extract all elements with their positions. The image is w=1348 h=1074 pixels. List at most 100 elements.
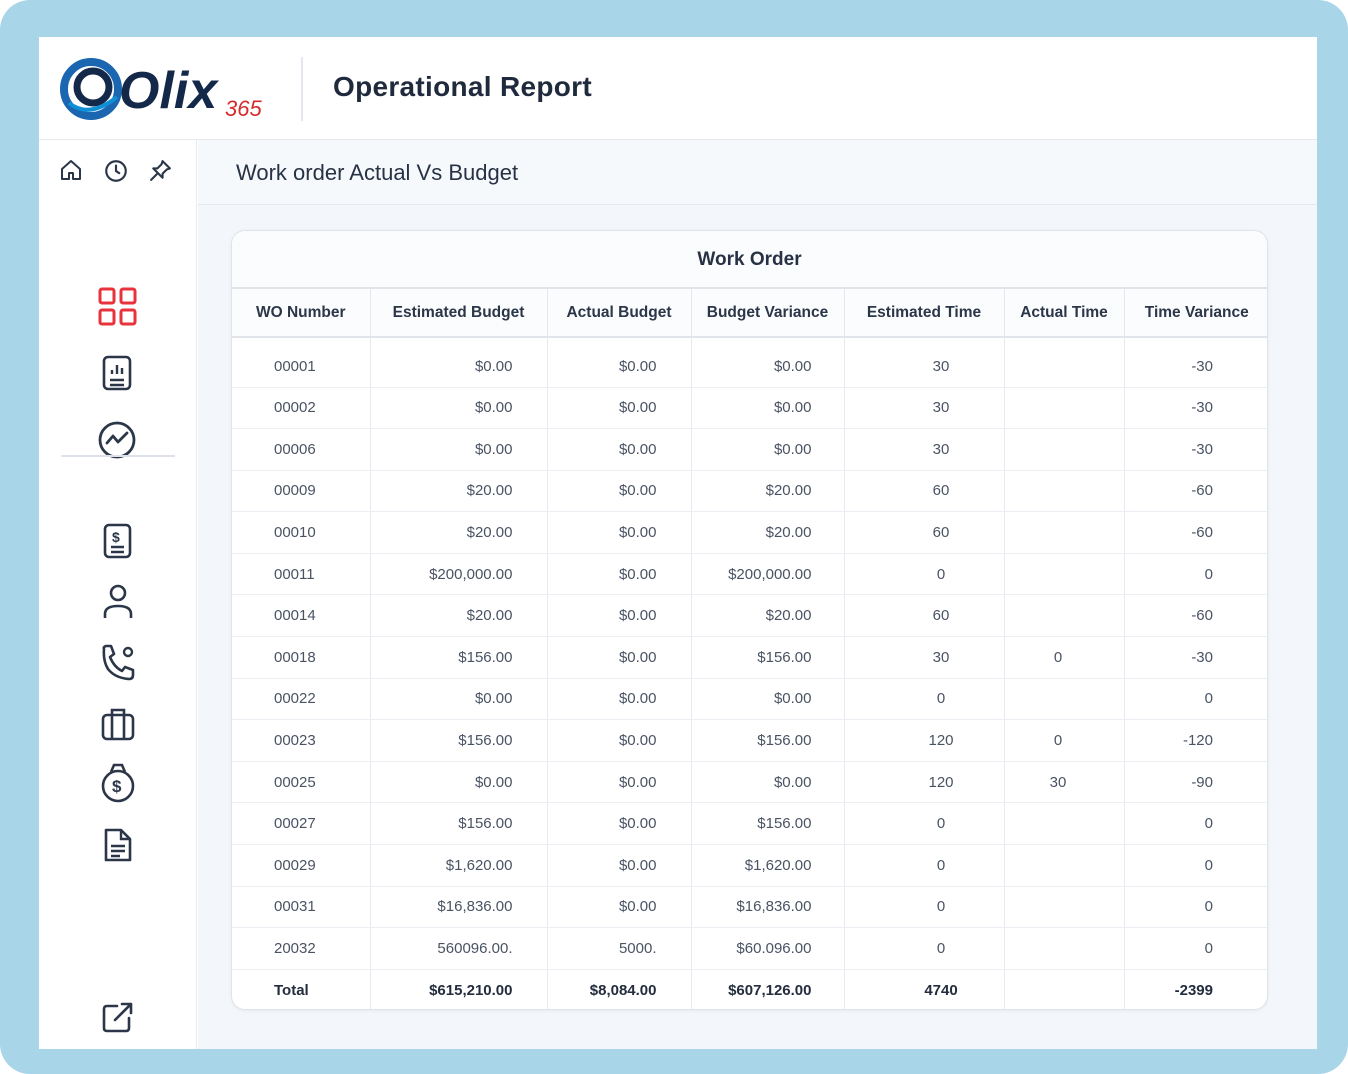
cell-actual-time	[1004, 802, 1125, 846]
money-icon[interactable]: $	[98, 762, 138, 804]
column-header-budget-variance[interactable]: Budget Variance	[691, 289, 845, 338]
table-row[interactable]: 00014 $20.00 $0.00 $20.00 60 -60	[232, 594, 1267, 638]
cell-budget-variance: $20.00	[691, 594, 845, 638]
cell-budget-variance: $0.00	[691, 337, 845, 388]
cell-wo-number: 00018	[232, 636, 371, 679]
cell-actual-time	[1004, 678, 1125, 721]
table-row[interactable]: 00022 $0.00 $0.00 $0.00 0 0	[232, 678, 1267, 721]
cell-estimated-time: 30	[844, 387, 1005, 430]
cell-estimated-time: 60	[844, 511, 1005, 554]
home-icon[interactable]	[59, 158, 83, 182]
table-row[interactable]: 00010 $20.00 $0.00 $20.00 60 -60	[232, 511, 1267, 554]
user-icon[interactable]	[101, 583, 135, 621]
cell-actual-time: 0	[1004, 719, 1125, 762]
dashboard-icon[interactable]	[98, 287, 138, 327]
column-header-wo-number[interactable]: WO Number	[232, 289, 371, 338]
cell-wo-number: 00023	[232, 719, 371, 762]
column-header-time-variance[interactable]: Time Variance	[1124, 289, 1267, 338]
table-row[interactable]: 00011 $200,000.00 $0.00 $200,000.00 0 0	[232, 553, 1267, 596]
analytics-icon[interactable]	[97, 420, 137, 460]
table-row[interactable]: 00023 $156.00 $0.00 $156.00 120 0 -120	[232, 719, 1267, 762]
table-row[interactable]: 00002 $0.00 $0.00 $0.00 30 -30	[232, 387, 1267, 430]
table-row[interactable]: 00001 $0.00 $0.00 $0.00 30 -30	[232, 337, 1267, 388]
cell-wo-number: 00009	[232, 470, 371, 513]
table-row[interactable]: 00029 $1,620.00 $0.00 $1,620.00 0 0	[232, 844, 1267, 887]
cell-wo-number: 20032	[232, 927, 371, 970]
cell-time-variance: -30	[1124, 337, 1267, 388]
invoice-icon[interactable]: $	[102, 522, 134, 560]
cell-estimated-budget: $20.00	[370, 594, 548, 638]
cell-wo-number: 00011	[232, 553, 371, 596]
cell-wo-number: 00001	[232, 337, 371, 388]
app-window: Olix 365 Operational Report	[39, 37, 1317, 1049]
cell-estimated-time: 0	[844, 553, 1005, 596]
total-time-variance: -2399	[1174, 981, 1213, 999]
briefcase-icon[interactable]	[100, 706, 136, 742]
cell-time-variance: 0	[1124, 553, 1267, 596]
column-header-estimated-budget[interactable]: Estimated Budget	[370, 289, 548, 338]
column-header-actual-budget[interactable]: Actual Budget	[547, 289, 692, 338]
cell-estimated-budget: $0.00	[370, 337, 548, 388]
main-content: Work order Actual Vs Budget Work Order W…	[198, 140, 1317, 1049]
cell-actual-time: 0	[1004, 636, 1125, 679]
cell-estimated-budget: $20.00	[370, 470, 548, 513]
phone-icon[interactable]	[99, 643, 137, 683]
table-row[interactable]: 00027 $156.00 $0.00 $156.00 0 0	[232, 802, 1267, 846]
cell-estimated-time: 30	[844, 636, 1005, 679]
table-row[interactable]: 00025 $0.00 $0.00 $0.00 120 30 -90	[232, 761, 1267, 804]
report-icon[interactable]	[101, 354, 135, 392]
cell-estimated-budget: $0.00	[370, 428, 548, 471]
column-header-actual-time[interactable]: Actual Time	[1004, 289, 1125, 338]
olix-logo[interactable]: Olix 365	[59, 53, 269, 123]
cell-actual-time	[1004, 553, 1125, 596]
cell-wo-number: 00006	[232, 428, 371, 471]
history-icon[interactable]	[103, 158, 129, 184]
cell-actual-budget: $0.00	[547, 428, 692, 471]
table-row[interactable]: 20032 560096.00. 5000. $60.096.00 0 0	[232, 927, 1267, 970]
cell-budget-variance: $200,000.00	[691, 553, 845, 596]
logo-wordmark: Olix	[119, 62, 219, 120]
table-row[interactable]: 00009 $20.00 $0.00 $20.00 60 -60	[232, 470, 1267, 513]
svg-text:$: $	[112, 777, 122, 796]
table-row[interactable]: 00006 $0.00 $0.00 $0.00 30 -30	[232, 428, 1267, 471]
cell-actual-budget: $0.00	[547, 553, 692, 596]
external-link-icon[interactable]	[101, 1000, 135, 1034]
cell-actual-time	[1004, 886, 1125, 929]
cell-actual-budget: $0.00	[547, 844, 692, 887]
cell-budget-variance: $60.096.00	[691, 927, 845, 970]
cell-actual-time	[1004, 511, 1125, 554]
cell-actual-budget: $0.00	[547, 719, 692, 762]
page-header: Work order Actual Vs Budget	[198, 140, 1317, 205]
cell-estimated-time: 60	[844, 594, 1005, 638]
document-icon[interactable]	[102, 826, 134, 864]
cell-actual-budget: $0.00	[547, 886, 692, 929]
cell-estimated-time: 0	[844, 678, 1005, 721]
cell-wo-number: 00022	[232, 678, 371, 721]
cell-estimated-budget: $0.00	[370, 387, 548, 430]
cell-estimated-budget: $20.00	[370, 511, 548, 554]
table-header-row: WO Number Estimated Budget Actual Budget Bu…	[232, 289, 1267, 338]
table-group-title: Work Order	[232, 231, 1267, 289]
cell-estimated-budget: $16,836.00	[370, 886, 548, 929]
table-row[interactable]: 00018 $156.00 $0.00 $156.00 30 0 -30	[232, 636, 1267, 679]
cell-actual-time: 30	[1004, 761, 1125, 804]
page-title: Work order Actual Vs Budget	[236, 160, 519, 185]
cell-budget-variance: $156.00	[691, 636, 845, 679]
column-header-estimated-time[interactable]: Estimated Time	[844, 289, 1005, 338]
cell-wo-number: 00027	[232, 802, 371, 846]
pin-icon[interactable]	[148, 158, 173, 183]
cell-wo-number: 00031	[232, 886, 371, 929]
cell-budget-variance: $20.00	[691, 470, 845, 513]
cell-time-variance: -60	[1124, 594, 1267, 638]
cell-time-variance: -30	[1124, 387, 1267, 430]
cell-wo-number: 00025	[232, 761, 371, 804]
cell-actual-budget: $0.00	[547, 678, 692, 721]
table-row[interactable]: 00031 $16,836.00 $0.00 $16,836.00 0 0	[232, 886, 1267, 929]
cell-estimated-budget: $156.00	[370, 636, 548, 679]
total-actual-time	[1004, 969, 1125, 1009]
total-actual-budget: $8,084.00	[547, 969, 692, 1009]
cell-wo-number: 00010	[232, 511, 371, 554]
cell-time-variance: 0	[1124, 802, 1267, 846]
cell-time-variance: -30	[1124, 428, 1267, 471]
cell-budget-variance: $156.00	[691, 719, 845, 762]
